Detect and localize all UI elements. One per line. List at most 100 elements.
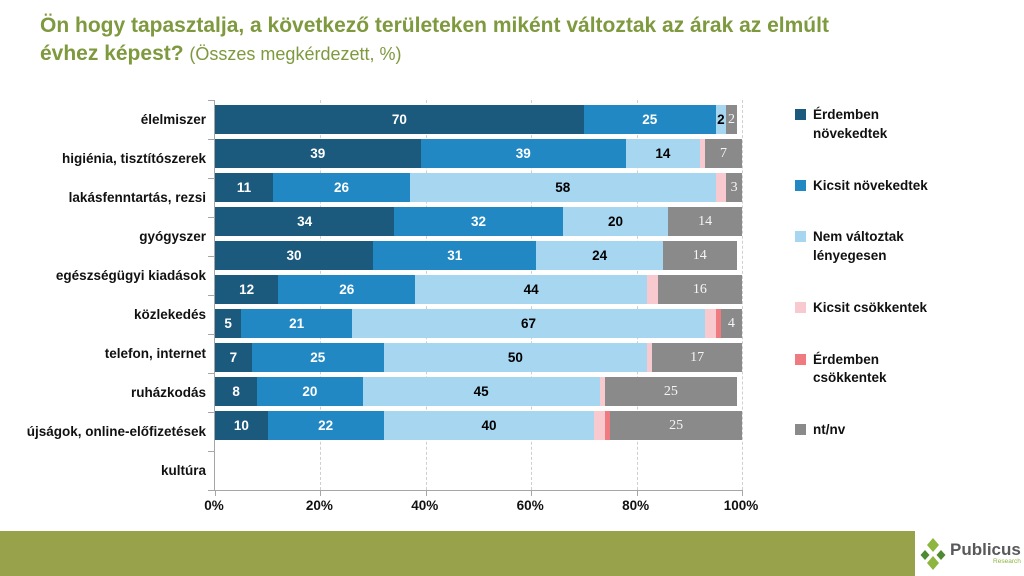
bar-segment: 26 [272,173,410,202]
bar-row: 70 25 2 2 [215,105,742,134]
bar-row: 39 39 14 7 [215,139,742,168]
page-title: Ön hogy tapasztalja, a következő terület… [40,12,885,69]
bar-row: 10 22 40 25 [215,411,742,440]
x-axis-tick [425,490,427,496]
legend-item: Nem változtak lényegesen [795,228,1010,266]
bar-value-label: 40 [481,417,497,433]
bar-value-label: 14 [655,145,671,161]
category-label: élelmiszer [140,112,206,127]
bar-segment [599,377,605,406]
bar-value-label: 11 [236,179,252,195]
bar-segment: 45 [362,377,600,406]
x-axis-tick [636,490,638,496]
bar-value-label: 20 [607,213,623,229]
legend: Érdemben növekedtek Kicsit növekedtek Nem … [795,106,1010,440]
bar-segment: 31 [373,241,537,270]
bar-row: 34 32 20 14 [215,207,742,236]
logo-text-wrap: Publicus Research [950,541,1021,566]
category-labels: élelmiszer higiénia, tisztítószerek lakásf… [0,100,206,490]
bar-value-label: 44 [523,281,539,297]
bar-value-label: 17 [690,349,705,365]
bar-segment: 12 [215,275,279,304]
category-label: újságok, online-előfizetések [26,424,206,439]
legend-label: Érdemben növekedtek [813,107,888,141]
bar-value-label: 50 [507,349,523,365]
bar-segment: 58 [409,173,716,202]
bar-value-label: 25 [642,111,658,127]
logo-diamonds-icon [920,537,946,570]
legend-swatch-icon [795,231,806,243]
bar-value-label: 70 [391,111,407,127]
category-label: közlekedés [133,307,206,322]
legend-label: Nem változtak lényegesen [813,229,904,264]
bar-value-label: 25 [310,349,326,365]
bar-segment: 26 [278,275,416,304]
footer-bar [0,531,915,576]
legend-item: nt/nv [795,421,1010,440]
bar-segment: 67 [352,309,706,338]
bar-value-label: 25 [663,383,678,399]
bar-value-label: 24 [592,247,608,263]
bar-segment [647,275,658,304]
x-axis-label: 80% [622,498,650,513]
y-axis-tick [208,412,214,413]
y-axis-tick [208,334,214,335]
bar-segment: 25 [610,411,742,440]
bar-rows: 70 25 2 2 39 39 14 7 11 26 58 3 34 32 20 14 30 31 24 14 12 26… [215,105,742,440]
category-label: higiénia, tisztítószerek [61,151,206,166]
bar-value-label: 26 [339,281,355,297]
y-axis-tick [208,295,214,296]
bar-segment: 14 [668,207,742,236]
y-axis-tick [208,373,214,374]
bar-segment: 44 [415,275,648,304]
bar-value-label: 39 [310,145,326,161]
bar-value-label: 58 [555,179,571,195]
bar-row: 7 25 50 17 [215,343,742,372]
y-axis-tick [208,451,214,452]
legend-item: Érdemben növekedtek [795,106,1010,144]
title-suffix: (Összes megkérdezett, %) [189,44,402,65]
bar-value-label: 2 [727,111,735,127]
bar-segment: 50 [383,343,648,372]
legend-swatch-icon [795,301,806,313]
bar-segment: 2 [726,105,737,134]
bar-segment: 4 [720,309,742,338]
legend-item: Kicsit csökkentek [795,299,1010,318]
legend-swatch-icon [795,353,806,365]
bar-value-label: 39 [515,145,531,161]
logo-subtext: Research [993,558,1021,566]
category-label: ruházkodás [130,385,206,400]
bar-row: 8 20 45 25 [215,377,742,406]
y-axis-tick [208,178,214,179]
bar-segment: 25 [583,105,716,134]
title-main: Ön hogy tapasztalja, a következő terület… [40,14,829,66]
x-axis-label: 100% [723,498,759,513]
legend-swatch-icon [795,424,806,436]
x-axis-label: 40% [411,498,439,513]
x-axis-label: 60% [516,498,544,513]
bar-value-label: 10 [233,417,249,433]
bar-value-label: 30 [286,247,302,263]
bar-value-label: 31 [447,247,463,263]
publicus-logo: Publicus Research [915,531,1024,576]
y-axis-tick [208,256,214,257]
bar-value-label: 16 [692,281,707,297]
bar-value-label: 7 [720,145,727,161]
legend-item: Érdemben csökkentek [795,351,1010,389]
x-axis-label: 0% [204,498,224,513]
bar-value-label: 20 [302,383,318,399]
x-axis-labels: 0% 20% 40% 60% 80% 100% [204,498,758,518]
bar-value-label: 2 [717,111,725,127]
bar-segment: 70 [215,105,584,134]
bar-segment: 7 [215,343,252,372]
x-axis-tick [742,490,743,496]
bar-segment: 14 [626,139,700,168]
legend-label: Kicsit csökkentek [813,299,928,315]
bar-value-label: 26 [333,179,349,195]
legend-label: nt/nv [813,422,846,438]
bar-value-label: 8 [232,383,240,399]
bar-segment: 24 [536,241,663,270]
category-label: lakásfenntartás, rezsi [68,190,206,205]
bar-value-label: 14 [698,213,713,229]
bar-value-label: 34 [297,213,313,229]
